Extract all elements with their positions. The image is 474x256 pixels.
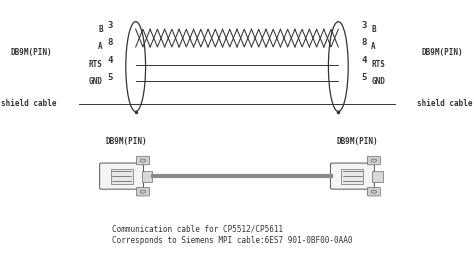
Bar bbox=[142, 171, 152, 182]
FancyBboxPatch shape bbox=[367, 156, 381, 165]
FancyBboxPatch shape bbox=[330, 163, 374, 189]
Text: B: B bbox=[98, 25, 103, 34]
Text: A: A bbox=[98, 42, 103, 51]
Text: Communication cable for CP5512/CP5611: Communication cable for CP5512/CP5611 bbox=[112, 225, 283, 234]
FancyBboxPatch shape bbox=[137, 156, 150, 165]
Text: DB9M(PIN): DB9M(PIN) bbox=[337, 137, 378, 146]
Text: 5: 5 bbox=[361, 73, 366, 82]
Circle shape bbox=[371, 159, 377, 162]
Text: A: A bbox=[371, 42, 376, 51]
Text: DB9M(PIN): DB9M(PIN) bbox=[11, 48, 53, 57]
Text: RTS: RTS bbox=[371, 60, 385, 69]
Text: B: B bbox=[371, 25, 376, 34]
Circle shape bbox=[140, 159, 146, 162]
Bar bbox=[110, 169, 133, 184]
Text: 3: 3 bbox=[108, 21, 113, 30]
Bar bbox=[341, 169, 364, 184]
FancyBboxPatch shape bbox=[100, 163, 144, 189]
Bar bbox=[373, 171, 383, 182]
Text: RTS: RTS bbox=[89, 60, 103, 69]
Text: shield cable: shield cable bbox=[1, 99, 57, 109]
Circle shape bbox=[371, 190, 377, 193]
FancyBboxPatch shape bbox=[137, 187, 150, 196]
Text: 8: 8 bbox=[361, 38, 366, 47]
Text: 4: 4 bbox=[361, 56, 366, 65]
Text: GND: GND bbox=[371, 77, 385, 86]
Text: 3: 3 bbox=[361, 21, 366, 30]
Text: GND: GND bbox=[89, 77, 103, 86]
Text: 8: 8 bbox=[108, 38, 113, 47]
Text: 4: 4 bbox=[108, 56, 113, 65]
Text: DB9M(PIN): DB9M(PIN) bbox=[421, 48, 463, 57]
Circle shape bbox=[140, 190, 146, 193]
Text: DB9M(PIN): DB9M(PIN) bbox=[105, 137, 147, 146]
Text: Corresponds to Siemens MPI cable:6ES7 901-0BF00-0AA0: Corresponds to Siemens MPI cable:6ES7 90… bbox=[112, 236, 353, 245]
FancyBboxPatch shape bbox=[367, 187, 381, 196]
Text: shield cable: shield cable bbox=[417, 99, 473, 109]
Text: 5: 5 bbox=[108, 73, 113, 82]
